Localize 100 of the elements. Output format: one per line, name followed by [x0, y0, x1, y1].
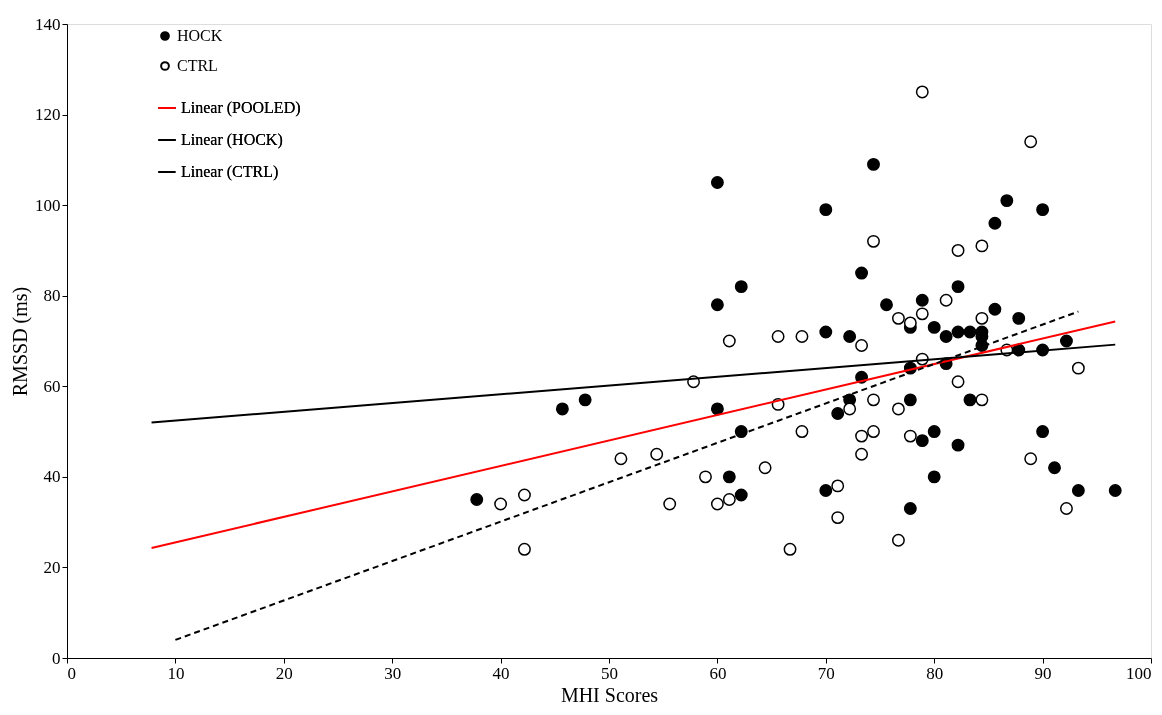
- point: [963, 393, 977, 407]
- point: [951, 280, 965, 294]
- point: [1048, 461, 1061, 475]
- x-tick-label: 60: [709, 663, 727, 683]
- point: [819, 203, 833, 217]
- point: [1036, 203, 1050, 217]
- point: [903, 393, 917, 407]
- point: [1060, 502, 1073, 515]
- point: [1024, 452, 1038, 466]
- point: [855, 447, 869, 461]
- point: [951, 325, 965, 339]
- x-tick-label: 100: [1126, 663, 1152, 683]
- point: [783, 542, 797, 556]
- point: [975, 239, 989, 253]
- point: [795, 330, 809, 343]
- point: [843, 330, 857, 343]
- point: [891, 311, 905, 325]
- y-tick-label: 80: [43, 286, 61, 306]
- point: [939, 293, 953, 307]
- point: [903, 429, 917, 443]
- y-tick-label: 60: [43, 376, 61, 396]
- point: [1024, 135, 1038, 149]
- point: [915, 85, 929, 99]
- y-axis-title: RMSSD (ms): [9, 286, 32, 397]
- point: [494, 497, 508, 511]
- point: [722, 493, 736, 506]
- point: [663, 497, 677, 511]
- x-tick-label: 40: [492, 663, 510, 683]
- point: [518, 542, 531, 556]
- point: [734, 280, 748, 294]
- x-tick-label: 50: [601, 663, 618, 683]
- point: [578, 393, 592, 407]
- point: [1060, 334, 1073, 348]
- point: [722, 470, 736, 484]
- y-tick-label: 0: [52, 648, 61, 668]
- point: [867, 425, 880, 439]
- point: [1071, 484, 1085, 497]
- point: [988, 216, 1002, 230]
- point: [975, 311, 989, 325]
- point: [734, 488, 748, 502]
- point: [927, 425, 941, 439]
- legend-label: Linear (CTRL): [181, 163, 279, 181]
- point: [867, 234, 880, 248]
- x-tick-label: 70: [817, 663, 835, 683]
- point: [951, 243, 965, 257]
- legend-label: Linear (POOLED): [181, 99, 301, 117]
- legend-label: CTRL: [177, 57, 218, 74]
- point: [771, 330, 785, 343]
- point: [939, 330, 953, 343]
- point: [867, 157, 880, 171]
- point: [518, 488, 531, 502]
- point: [867, 393, 880, 407]
- point: [1012, 311, 1026, 325]
- x-tick-label: 0: [67, 663, 76, 683]
- point: [843, 402, 857, 416]
- point: [915, 293, 929, 307]
- point: [614, 452, 628, 466]
- x-tick-label: 10: [167, 663, 185, 683]
- point: [988, 302, 1002, 316]
- point: [831, 511, 845, 525]
- y-tick-label: 120: [35, 105, 61, 125]
- point: [855, 266, 869, 280]
- point: [795, 425, 809, 439]
- point: [831, 479, 845, 493]
- point: [927, 320, 941, 334]
- point: [555, 402, 569, 416]
- point: [710, 497, 724, 511]
- legend-label: HOCK: [177, 27, 223, 44]
- point: [880, 298, 893, 312]
- point: [710, 176, 724, 189]
- point: [1108, 484, 1122, 497]
- point: [951, 438, 965, 452]
- y-tick-label: 20: [43, 557, 61, 577]
- point: [855, 429, 869, 443]
- point: [722, 334, 736, 348]
- point: [951, 375, 965, 389]
- legend-label: Linear (HOCK): [181, 131, 283, 149]
- point: [734, 425, 748, 439]
- point: [903, 502, 917, 515]
- point: [819, 484, 833, 497]
- point: [891, 533, 905, 547]
- point: [963, 325, 977, 339]
- point: [903, 316, 917, 330]
- y-tick-label: 140: [35, 14, 61, 34]
- x-axis-title: MHI Scores: [560, 683, 659, 706]
- point: [1071, 361, 1085, 375]
- point: [831, 407, 845, 420]
- y-tick-label: 100: [35, 195, 61, 215]
- point: [915, 434, 929, 448]
- x-tick-label: 20: [275, 663, 293, 683]
- point: [1036, 425, 1050, 439]
- point: [758, 461, 772, 475]
- point: [891, 402, 905, 416]
- x-tick-label: 80: [926, 663, 944, 683]
- point: [470, 493, 484, 506]
- point: [915, 307, 929, 321]
- point: [975, 393, 989, 407]
- point: [1000, 194, 1014, 208]
- x-tick-label: 30: [384, 663, 402, 683]
- point: [710, 298, 724, 312]
